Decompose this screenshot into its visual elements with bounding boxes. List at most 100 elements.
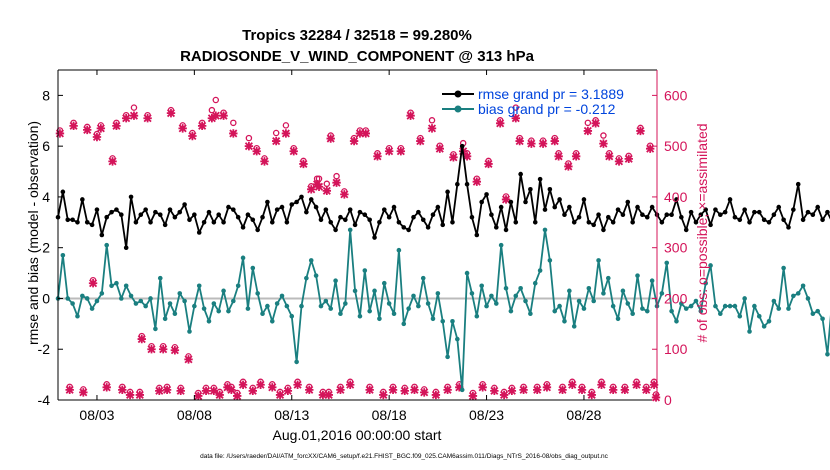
rmse-series-point	[474, 232, 480, 238]
bias-series-point	[216, 308, 222, 314]
obs-assimilated-marker	[568, 380, 577, 389]
bias-series-point	[771, 298, 777, 304]
legend-bias-marker	[454, 105, 462, 113]
obs-assimilated-marker	[324, 390, 333, 400]
obs-assimilated-marker	[166, 108, 176, 118]
bias-series-point	[308, 258, 314, 263]
y-axis-left-label: rmse and bias (model - observation)	[25, 121, 41, 345]
obs-assimilated-marker	[92, 132, 102, 142]
obs-assimilated-marker	[406, 111, 415, 120]
rmse-series-point	[766, 220, 772, 225]
bias-series-point	[60, 253, 66, 258]
rmse-series-point	[430, 212, 436, 217]
obs-assimilated-marker	[271, 136, 281, 146]
bias-series-point	[722, 303, 728, 309]
obs-assimilated-marker	[400, 386, 409, 396]
obs-assimilated-marker	[135, 390, 145, 400]
rmse-series-point	[157, 212, 163, 217]
rmse-series-point	[513, 220, 519, 225]
bias-series-point	[269, 319, 275, 324]
rmse-series-point	[99, 232, 105, 238]
rmse-series-point	[401, 225, 407, 230]
rmse-series-point	[328, 220, 334, 225]
bias-series-point	[698, 308, 704, 314]
rmse-series-point	[318, 217, 324, 223]
bias-series-point	[401, 321, 407, 327]
bias-series-point	[279, 293, 285, 299]
bias-series-point	[182, 298, 187, 304]
bias-series-point	[484, 303, 489, 309]
obs-assimilated-marker	[215, 390, 224, 400]
bias-series-point	[474, 313, 480, 319]
obs-assimilated-marker	[501, 195, 511, 204]
bias-series-point	[576, 298, 582, 304]
obs-assimilated-marker	[416, 136, 425, 146]
bias-series-point	[537, 268, 543, 273]
obs-assimilated-marker	[608, 385, 618, 395]
obs-assimilated-marker	[373, 152, 382, 161]
obs-assimilated-marker	[527, 139, 536, 148]
rmse-series-point	[518, 171, 523, 177]
bias-series-point	[123, 283, 129, 289]
bias-series-point	[211, 301, 217, 306]
rmse-series-point	[167, 207, 173, 212]
bias-series-point	[177, 291, 183, 296]
bias-series-point	[75, 313, 80, 319]
rmse-series-point	[60, 189, 66, 195]
bias-series-point	[343, 301, 348, 306]
obs-assimilated-marker	[69, 121, 78, 131]
obs-assimilated-marker	[227, 385, 236, 395]
bias-series-point	[606, 275, 611, 281]
bias-series-point	[245, 306, 251, 311]
bias-series-point	[391, 311, 397, 316]
rmse-series-point	[362, 212, 368, 217]
bias-series-point	[260, 311, 265, 316]
rmse-series-point	[635, 204, 640, 210]
bias-series-point	[713, 303, 718, 309]
rmse-series-point	[713, 207, 718, 212]
bias-series-point	[493, 301, 499, 306]
rmse-series-point	[601, 227, 606, 233]
rmse-series-point	[172, 214, 178, 220]
bias-series-point	[683, 306, 689, 311]
rmse-series-point	[732, 214, 738, 220]
obs-assimilated-marker	[614, 157, 624, 166]
rmse-series-point	[552, 204, 558, 210]
rmse-series-point	[815, 204, 821, 210]
rmse-series-point	[177, 209, 183, 215]
bias-series-point	[362, 268, 368, 273]
obs-assimilated-marker	[275, 390, 285, 400]
obs-assimilated-marker	[583, 126, 593, 136]
obs-assimilated-marker	[201, 386, 211, 396]
rmse-series-point	[255, 227, 260, 233]
bias-series-point	[649, 278, 655, 283]
rmse-series-point	[503, 227, 509, 233]
bias-series-point	[615, 316, 621, 322]
rmse-series-point	[781, 217, 786, 223]
bias-series-point	[240, 255, 246, 261]
rmse-series-point	[221, 220, 226, 225]
legend: rmse grand pr = 3.1889 bias grand pr = -…	[442, 86, 624, 117]
bias-series-point	[420, 275, 426, 281]
obs-assimilated-marker	[314, 182, 324, 191]
y-left-tick-label: 6	[42, 138, 50, 154]
obs-assimilated-marker	[318, 390, 328, 400]
bias-series-point	[567, 288, 572, 294]
obs-assimilated-marker	[642, 385, 651, 395]
obs-assimilated-marker	[564, 162, 573, 171]
rmse-series-point	[820, 217, 825, 223]
obs-assimilated-marker	[345, 380, 355, 389]
bias-series-point	[508, 308, 514, 314]
bias-series-point	[367, 308, 372, 314]
obs-assimilated-marker	[79, 388, 88, 397]
bias-series-point	[747, 329, 752, 334]
bias-series-point	[459, 387, 465, 393]
obs-assimilated-marker	[365, 385, 374, 395]
obs-assimilated-marker	[349, 136, 359, 146]
bias-series-point	[289, 313, 295, 319]
obs-assimilated-marker	[176, 386, 185, 396]
bias-series-point	[440, 319, 446, 324]
obs-assimilated-marker	[550, 136, 559, 146]
obs-assimilated-marker	[420, 388, 429, 397]
